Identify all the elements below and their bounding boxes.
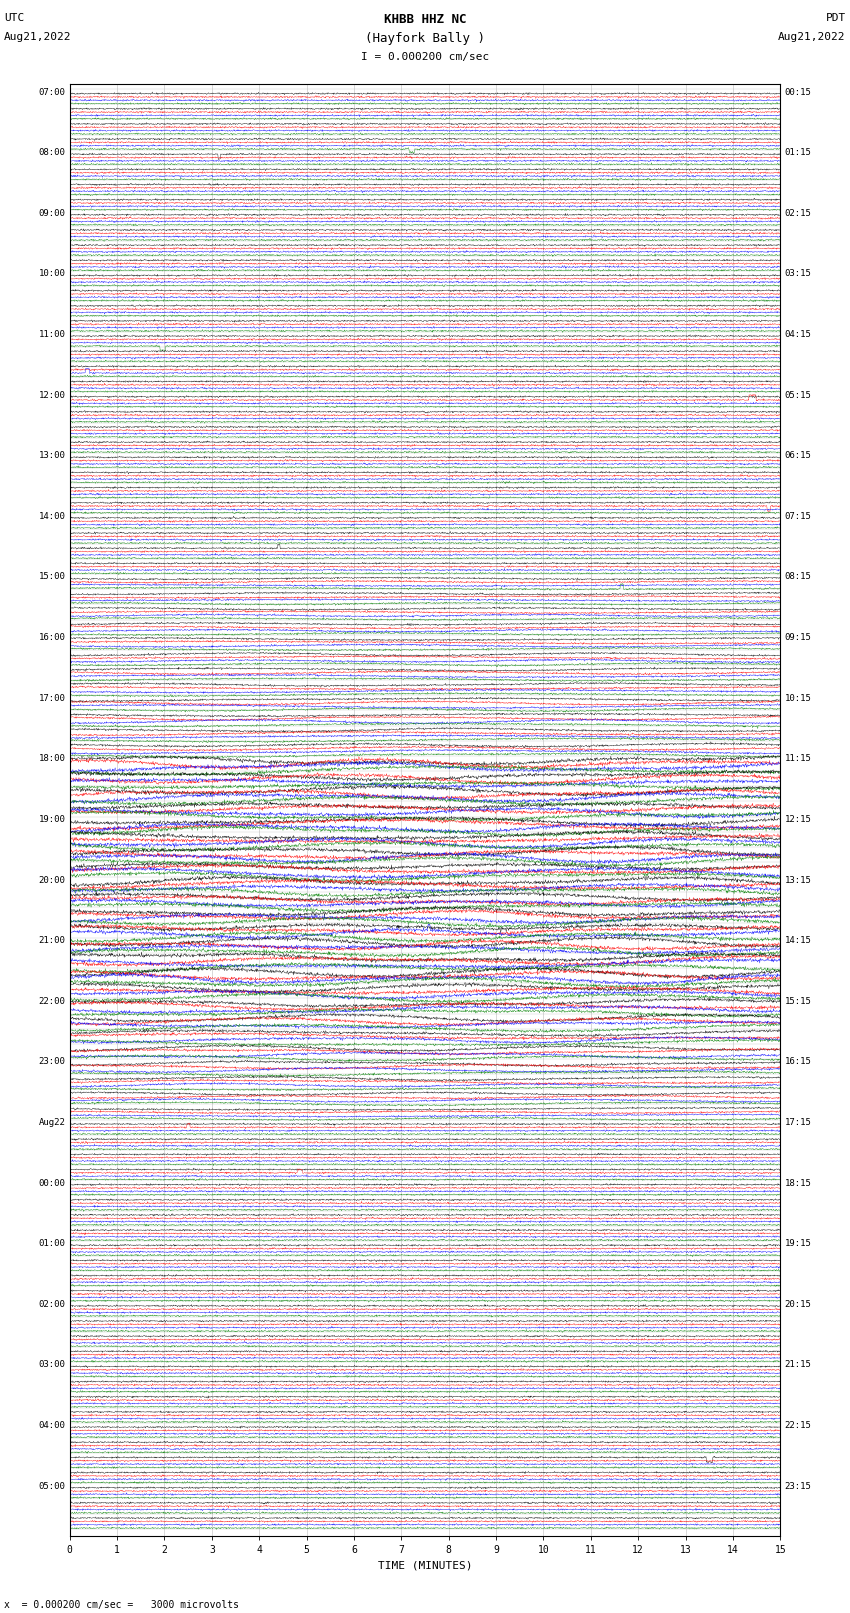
Text: 14:15: 14:15: [785, 936, 812, 945]
Text: 04:00: 04:00: [38, 1421, 65, 1431]
Text: KHBB HHZ NC: KHBB HHZ NC: [383, 13, 467, 26]
Text: 00:00: 00:00: [38, 1179, 65, 1187]
Text: 21:15: 21:15: [785, 1360, 812, 1369]
Text: 18:15: 18:15: [785, 1179, 812, 1187]
Text: 09:15: 09:15: [785, 632, 812, 642]
Text: 16:15: 16:15: [785, 1058, 812, 1066]
Text: 10:15: 10:15: [785, 694, 812, 703]
Text: 05:15: 05:15: [785, 390, 812, 400]
Text: 22:15: 22:15: [785, 1421, 812, 1431]
Text: (Hayfork Bally ): (Hayfork Bally ): [365, 32, 485, 45]
Text: 00:15: 00:15: [785, 87, 812, 97]
Text: Aug22: Aug22: [38, 1118, 65, 1127]
Text: 16:00: 16:00: [38, 632, 65, 642]
Text: 20:00: 20:00: [38, 876, 65, 884]
Text: 05:00: 05:00: [38, 1482, 65, 1490]
Text: 17:00: 17:00: [38, 694, 65, 703]
Text: 08:15: 08:15: [785, 573, 812, 581]
Text: 07:15: 07:15: [785, 511, 812, 521]
Text: 13:15: 13:15: [785, 876, 812, 884]
Text: Aug21,2022: Aug21,2022: [779, 32, 846, 42]
Text: 17:15: 17:15: [785, 1118, 812, 1127]
Text: 21:00: 21:00: [38, 936, 65, 945]
Text: 07:00: 07:00: [38, 87, 65, 97]
Text: UTC: UTC: [4, 13, 25, 23]
Text: 01:15: 01:15: [785, 148, 812, 156]
Text: 19:00: 19:00: [38, 815, 65, 824]
Text: 04:15: 04:15: [785, 331, 812, 339]
Text: 13:00: 13:00: [38, 452, 65, 460]
Text: 19:15: 19:15: [785, 1239, 812, 1248]
Text: 10:00: 10:00: [38, 269, 65, 279]
Text: 23:15: 23:15: [785, 1482, 812, 1490]
Text: 01:00: 01:00: [38, 1239, 65, 1248]
Text: 09:00: 09:00: [38, 208, 65, 218]
Text: I = 0.000200 cm/sec: I = 0.000200 cm/sec: [361, 52, 489, 61]
Text: 14:00: 14:00: [38, 511, 65, 521]
Text: 11:00: 11:00: [38, 331, 65, 339]
Text: x  = 0.000200 cm/sec =   3000 microvolts: x = 0.000200 cm/sec = 3000 microvolts: [4, 1600, 239, 1610]
Text: 20:15: 20:15: [785, 1300, 812, 1308]
Text: 18:00: 18:00: [38, 755, 65, 763]
Text: 03:15: 03:15: [785, 269, 812, 279]
Text: 22:00: 22:00: [38, 997, 65, 1007]
Text: 02:15: 02:15: [785, 208, 812, 218]
Text: 08:00: 08:00: [38, 148, 65, 156]
Text: PDT: PDT: [825, 13, 846, 23]
Text: 15:15: 15:15: [785, 997, 812, 1007]
Text: 12:15: 12:15: [785, 815, 812, 824]
Text: 15:00: 15:00: [38, 573, 65, 581]
Text: 03:00: 03:00: [38, 1360, 65, 1369]
Text: 02:00: 02:00: [38, 1300, 65, 1308]
Text: 12:00: 12:00: [38, 390, 65, 400]
X-axis label: TIME (MINUTES): TIME (MINUTES): [377, 1560, 473, 1569]
Text: Aug21,2022: Aug21,2022: [4, 32, 71, 42]
Text: 11:15: 11:15: [785, 755, 812, 763]
Text: 06:15: 06:15: [785, 452, 812, 460]
Text: 23:00: 23:00: [38, 1058, 65, 1066]
